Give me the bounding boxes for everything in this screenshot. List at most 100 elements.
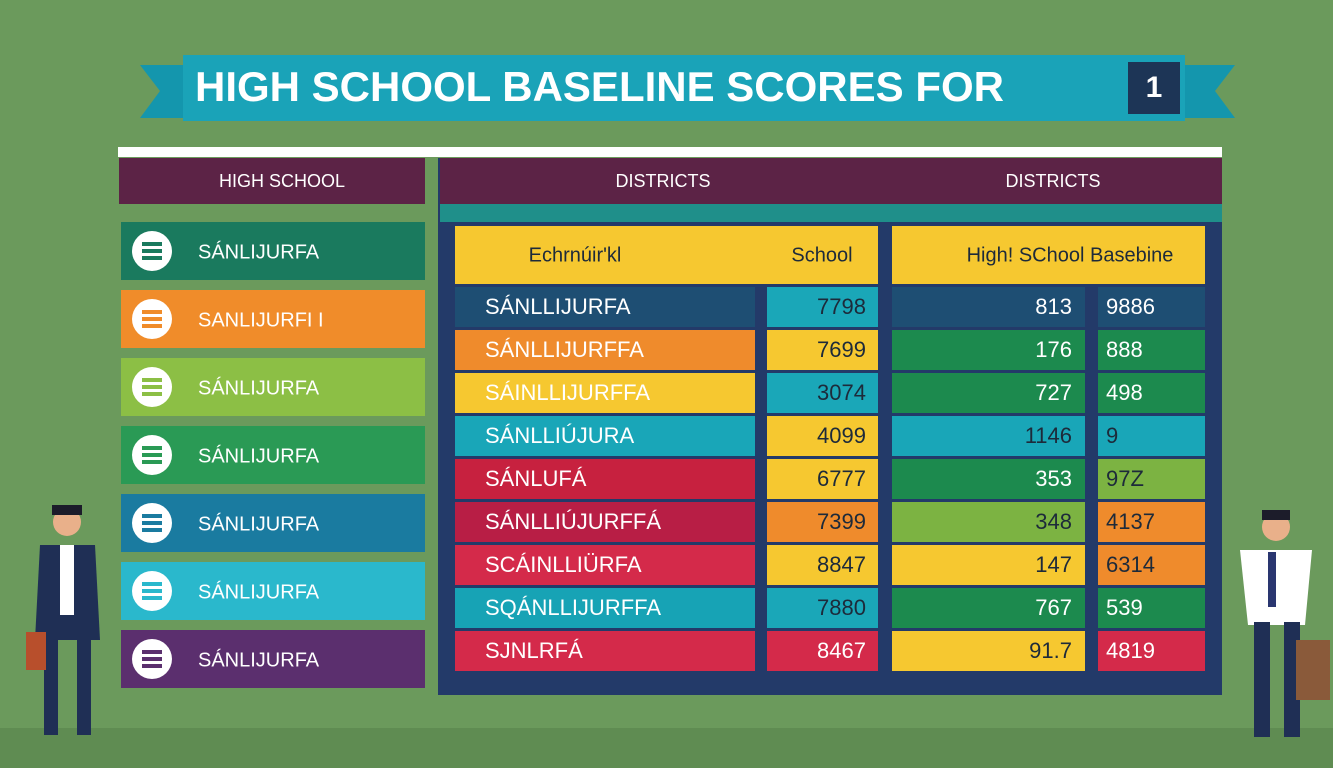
baseline-cell: [892, 631, 1085, 671]
district-name: SQÁNLLIJURFFA: [485, 595, 661, 620]
table-header: [455, 226, 878, 284]
baseline-value: 767: [1035, 595, 1072, 620]
item-icon-line: [142, 596, 162, 600]
table-header: [892, 226, 1205, 284]
person-left: [26, 505, 100, 735]
column-header: School: [791, 244, 852, 266]
baseline-value: 6314: [1106, 552, 1155, 577]
item-icon-line: [142, 256, 162, 260]
baseline-cell: [892, 502, 1085, 542]
baseline-cell: [1098, 373, 1205, 413]
district-item-label: SÁNLIJURFA: [198, 444, 320, 467]
item-icon-line: [142, 521, 162, 525]
badge-text: 1: [1146, 71, 1163, 104]
baseline-value: 498: [1106, 380, 1143, 405]
baseline-cell: [1098, 545, 1205, 585]
baseline-cell: [892, 330, 1085, 370]
baseline-value: 4819: [1106, 638, 1155, 663]
item-icon-line: [142, 582, 162, 586]
name-cell: [455, 287, 755, 327]
ribbon-end: [140, 65, 185, 118]
name-cell: [455, 459, 755, 499]
baseline-cell: [1098, 416, 1205, 456]
baseline-value: 9: [1106, 423, 1118, 448]
baseline-value: 147: [1035, 552, 1072, 577]
district-name: SCÁINLLIÜRFA: [485, 552, 642, 577]
district-item-label: SÁNLIJURFA: [198, 648, 320, 671]
district-header: [440, 158, 1222, 204]
baseline-cell: [1098, 459, 1205, 499]
score-cell: [767, 416, 878, 456]
item-icon-line: [142, 378, 162, 382]
item-icon-line: [142, 310, 162, 314]
district-item-label: SANLIJURFI I: [198, 309, 324, 331]
baseline-cell: [892, 588, 1085, 628]
score: 7880: [817, 595, 866, 620]
banner-title: HIGH SCHOOL BASELINE SCORES FOR: [195, 63, 1004, 110]
score: 4099: [817, 423, 866, 448]
baseline-cell: [892, 459, 1085, 499]
item-icon-line: [142, 324, 162, 328]
district-name: SÁNLLIÚJURA: [485, 423, 634, 448]
item-icon-line: [142, 385, 162, 389]
score: 7798: [817, 294, 866, 319]
baseline-value: 97Z: [1106, 466, 1144, 491]
district-header-text: DISTRICTS: [1005, 171, 1100, 191]
name-cell: [455, 330, 755, 370]
district-item-label: SÁNLIJURFA: [198, 376, 320, 399]
score-cell: [767, 287, 878, 327]
baseline-cell: [1098, 631, 1205, 671]
name-cell: [455, 588, 755, 628]
left-header-text: HIGH SCHOOL: [219, 171, 345, 191]
item-icon-line: [142, 589, 162, 593]
baseline-value: 353: [1035, 466, 1072, 491]
item-icon-line: [142, 446, 162, 450]
item-icon-line: [142, 528, 162, 532]
score-cell: [767, 631, 878, 671]
baseline-cell: [1098, 502, 1205, 542]
baseline-cell: [892, 416, 1085, 456]
baseline-value: 813: [1035, 294, 1072, 319]
header-strip: [440, 204, 1222, 222]
district-name: SJNLRFÁ: [485, 638, 583, 663]
item-icon-line: [142, 392, 162, 396]
baseline-value: 539: [1106, 595, 1143, 620]
district-header-text: DISTRICTS: [615, 171, 710, 191]
score: 8467: [817, 638, 866, 663]
person-right: [1240, 510, 1330, 737]
floor: [0, 728, 1333, 768]
district-name: SÁNLLIJURFA: [485, 294, 631, 319]
baseline-value: 888: [1106, 337, 1143, 362]
district-name: SÁNLLIÚJURFFÁ: [485, 509, 661, 534]
district-name: SÁNLLIJURFFA: [485, 337, 644, 362]
score: 8847: [817, 552, 866, 577]
score: 7699: [817, 337, 866, 362]
baseline-value: 91.7: [1029, 638, 1072, 663]
name-cell: [455, 373, 755, 413]
baseline-cell: [1098, 330, 1205, 370]
badge: [1128, 62, 1180, 114]
district-item-label: SÁNLIJURFA: [198, 512, 320, 535]
score-cell: [767, 330, 878, 370]
score: 3074: [817, 380, 866, 405]
district-name: SÁINLLIJURFFA: [485, 380, 650, 405]
item-icon-line: [142, 453, 162, 457]
item-icon-line: [142, 317, 162, 321]
score: 7399: [817, 509, 866, 534]
column-header: High! SChool Basebine: [967, 244, 1174, 266]
district-item-label: SÁNLIJURFA: [198, 240, 320, 263]
column-header: Echrnúir'kl: [529, 244, 622, 266]
score-cell: [767, 545, 878, 585]
baseline-value: 727: [1035, 380, 1072, 405]
name-cell: [455, 502, 755, 542]
baseline-cell: [892, 287, 1085, 327]
baseline-cell: [892, 373, 1085, 413]
banner: [183, 55, 1185, 121]
item-icon-line: [142, 460, 162, 464]
baseline-value: 9886: [1106, 294, 1155, 319]
baseline-cell: [892, 545, 1085, 585]
score-cell: [767, 459, 878, 499]
baseline-cell: [1098, 588, 1205, 628]
baseline-value: 4137: [1106, 509, 1155, 534]
